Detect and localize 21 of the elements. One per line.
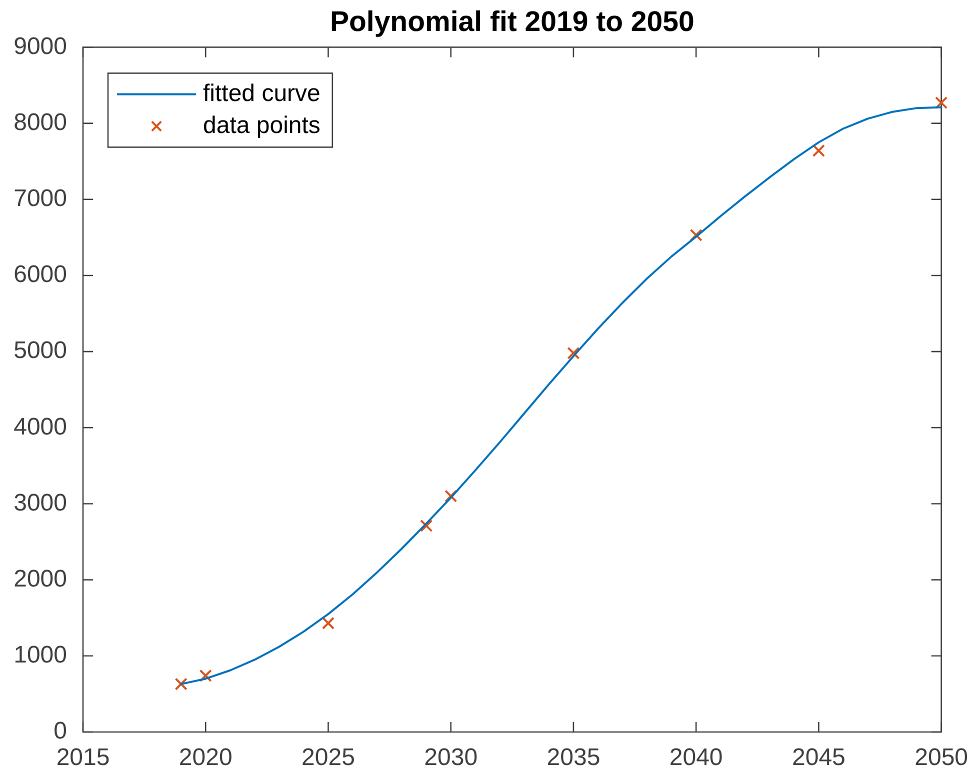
y-tick-label: 6000 [14,261,67,288]
y-tick-label: 3000 [14,489,67,516]
x-tick-label: 2045 [792,744,846,772]
y-tick-label: 1000 [14,642,67,669]
x-tick-label: 2050 [914,744,968,772]
legend-label: data points [203,112,320,139]
y-tick-label: 9000 [14,32,67,60]
y-tick-label: 8000 [14,108,67,136]
y-tick-label: 2000 [14,565,67,592]
y-tick-label: 5000 [14,337,67,364]
x-tick-label: 2015 [56,744,110,772]
x-tick-label: 2025 [302,744,355,772]
x-tick-label: 2020 [178,744,232,772]
chart-title: Polynomial fit 2019 to 2050 [330,6,694,38]
y-tick-label: 0 [54,718,67,745]
legend-label: fitted curve [203,80,320,107]
x-tick-label: 2030 [424,744,478,772]
x-tick-label: 2035 [546,744,600,772]
y-tick-label: 7000 [14,185,67,212]
x-tick-label: 2040 [669,744,723,772]
y-tick-label: 4000 [14,413,67,440]
